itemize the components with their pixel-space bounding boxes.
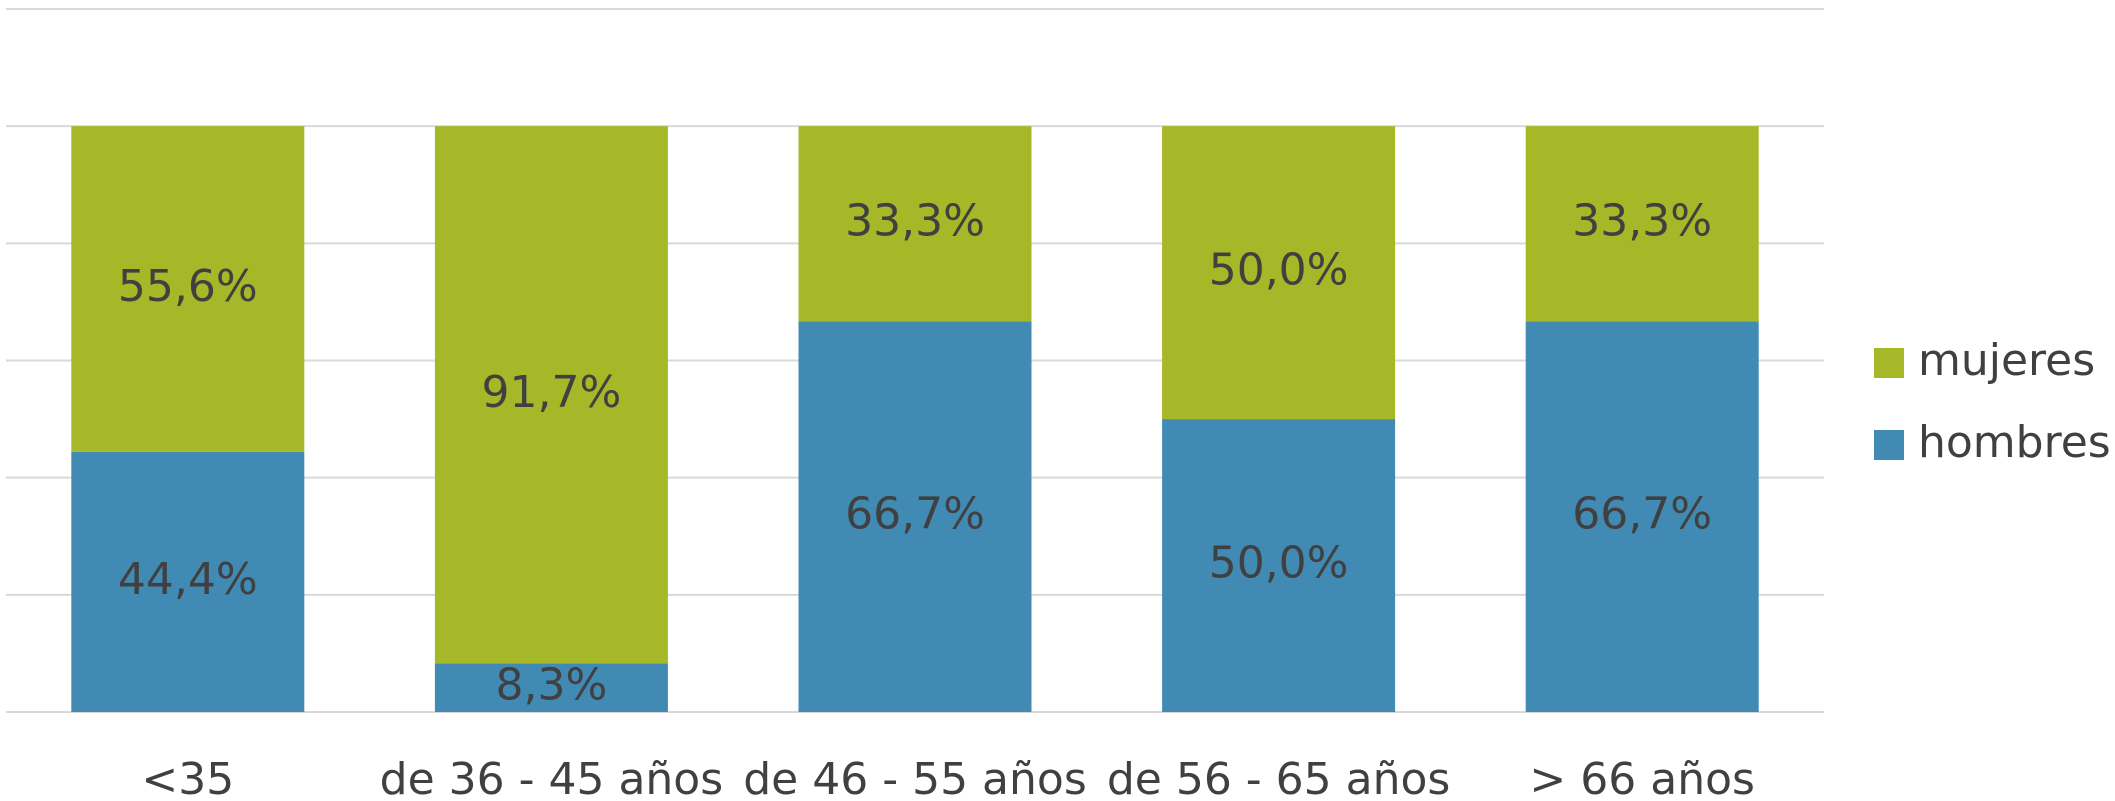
bar-segment (434, 126, 668, 664)
data-label: 50,0% (1209, 538, 1349, 589)
x-tick-label: de 56 - 65 años (1107, 754, 1451, 801)
legend-swatch (1874, 348, 1904, 378)
data-label: 66,7% (1572, 489, 1712, 540)
bar-segment (1525, 126, 1759, 322)
bar-segment (1162, 126, 1396, 420)
bar-segment (1162, 419, 1396, 712)
bar-segment (434, 663, 668, 712)
bar-segment (798, 321, 1032, 712)
legend-label: hombres (1918, 417, 2111, 468)
data-label: 91,7% (482, 367, 622, 418)
bar-segment (798, 126, 1032, 322)
bar-segment (1525, 321, 1759, 712)
data-label: 50,0% (1209, 245, 1349, 296)
data-label: 8,3% (496, 660, 608, 711)
legend-label: mujeres (1918, 335, 2095, 386)
x-tick-label: > 66 años (1529, 754, 1755, 801)
data-label: 33,3% (845, 196, 985, 247)
legend-swatch (1874, 430, 1904, 460)
data-label: 44,4% (118, 554, 258, 605)
data-label: 66,7% (845, 489, 985, 540)
data-label: 33,3% (1572, 196, 1712, 247)
x-tick-label: de 36 - 45 años (380, 754, 724, 801)
x-tick-label: de 46 - 55 años (743, 754, 1087, 801)
bar-segment (71, 126, 305, 452)
x-tick-label: <35 (141, 754, 234, 801)
data-label: 55,6% (118, 261, 258, 312)
bar-segment (71, 451, 305, 712)
